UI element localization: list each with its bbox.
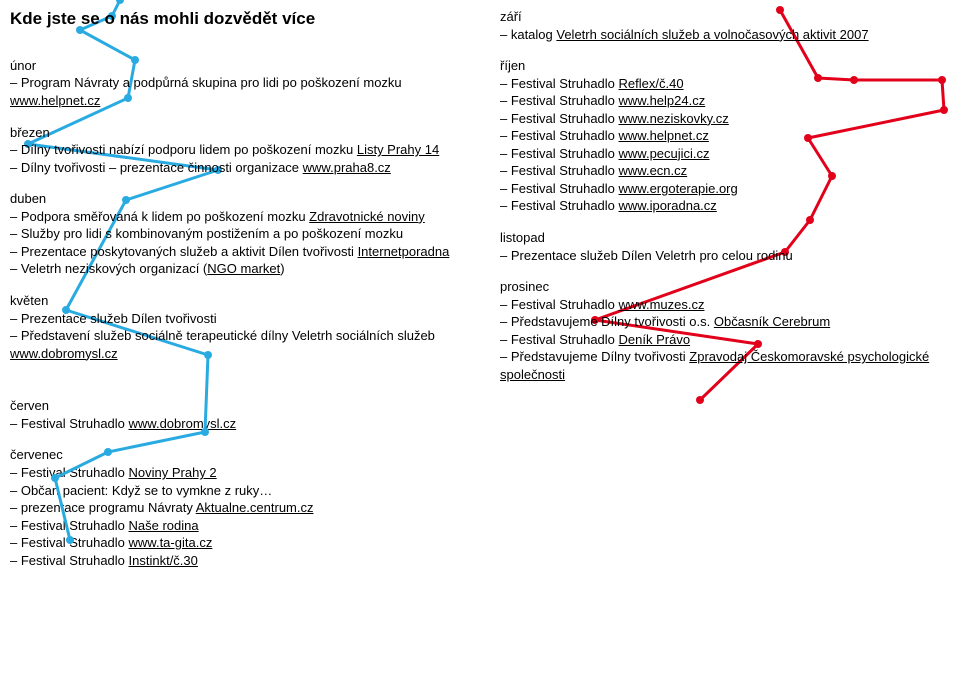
- entry: – Festival Struhadlo Reflex/č.40: [500, 75, 946, 93]
- entry: – Veletrh neziskových organizací (NGO ma…: [10, 260, 480, 278]
- source-rodina: Naše rodina: [129, 518, 199, 533]
- month-label: listopad: [500, 229, 946, 247]
- entry: – Festival Struhadlo Naše rodina: [10, 517, 946, 535]
- month-label: duben: [10, 190, 480, 208]
- month-brezen: březen – Dílny tvořivosti nabízí podporu…: [10, 124, 480, 177]
- left-column: Kde jste se o nás mohli dozvědět více ún…: [10, 8, 500, 397]
- source-internetporadna: Internetporadna: [358, 244, 450, 259]
- source-listy: Listy Prahy 14: [357, 142, 439, 157]
- right-column: září – katalog Veletrh sociálních služeb…: [500, 8, 946, 397]
- entry: – Představujeme Dílny tvořivosti Zpravod…: [500, 348, 946, 383]
- source-reflex: Reflex/č.40: [619, 76, 684, 91]
- link-tagita: www.ta-gita.cz: [129, 535, 213, 550]
- entry: – Festival Struhadlo Deník Právo: [500, 331, 946, 349]
- link-iporadna: www.iporadna.cz: [619, 198, 717, 213]
- entry: – Festival Struhadlo www.help24.cz: [500, 92, 946, 110]
- month-cervenec: červenec – Festival Struhadlo Noviny Pra…: [10, 446, 946, 569]
- link-dobromysl: www.dobromysl.cz: [129, 416, 237, 431]
- entry: – Festival Struhadlo www.pecujici.cz: [500, 145, 946, 163]
- link-ecn: www.ecn.cz: [619, 163, 688, 178]
- link-pecujici: www.pecujici.cz: [619, 146, 710, 161]
- source-cerebrum: Občasník Cerebrum: [714, 314, 830, 329]
- entry: – Festival Struhadlo www.ecn.cz: [500, 162, 946, 180]
- source-pravo: Deník Právo: [619, 332, 691, 347]
- month-rijen: říjen – Festival Struhadlo Reflex/č.40 –…: [500, 57, 946, 215]
- entry: – Představujeme Dílny tvořivosti o.s. Ob…: [500, 313, 946, 331]
- entry: – Festival Struhadlo www.muzes.cz: [500, 296, 946, 314]
- source-noviny: Zdravotnické noviny: [309, 209, 425, 224]
- page-title: Kde jste se o nás mohli dozvědět více: [10, 8, 480, 31]
- month-label: únor: [10, 57, 480, 75]
- link-help24: www.help24.cz: [619, 93, 706, 108]
- month-label: září: [500, 8, 946, 26]
- entry: – Festival Struhadlo www.ta-gita.cz: [10, 534, 946, 552]
- month-label: květen: [10, 292, 480, 310]
- month-label: říjen: [500, 57, 946, 75]
- link-neziskovky: www.neziskovky.cz: [619, 111, 729, 126]
- link-helpnet: www.helpnet.cz: [619, 128, 709, 143]
- link-muzes: www.muzes.cz: [619, 297, 705, 312]
- month-listopad: listopad – Prezentace služeb Dílen Velet…: [500, 229, 946, 264]
- entry: – Program Návraty a podpůrná skupina pro…: [10, 74, 480, 109]
- entry: – Festival Struhadlo www.ergoterapie.org: [500, 180, 946, 198]
- entry: – Dílny tvořivosti nabízí podporu lidem …: [10, 141, 480, 159]
- link-aktualne: Aktualne.centrum.cz: [196, 500, 314, 515]
- link-praha8: www.praha8.cz: [303, 160, 391, 175]
- source-ngo: NGO market: [207, 261, 280, 276]
- entry: – Prezentace poskytovaných služeb a akti…: [10, 243, 480, 261]
- entry: – Festival Struhadlo www.iporadna.cz: [500, 197, 946, 215]
- entry: – Festival Struhadlo www.neziskovky.cz: [500, 110, 946, 128]
- entry: – Festival Struhadlo Instinkt/č.30: [10, 552, 946, 570]
- link-helpnet: www.helpnet.cz: [10, 93, 100, 108]
- entry: – prezentace programu Návraty Aktualne.c…: [10, 499, 946, 517]
- month-prosinec: prosinec – Festival Struhadlo www.muzes.…: [500, 278, 946, 383]
- month-cerven: červen – Festival Struhadlo www.dobromys…: [10, 397, 946, 432]
- month-label: březen: [10, 124, 480, 142]
- entry: – Prezentace služeb Dílen tvořivosti: [10, 310, 480, 328]
- month-unor: únor – Program Návraty a podpůrná skupin…: [10, 57, 480, 110]
- source-noviny2: Noviny Prahy 2: [129, 465, 217, 480]
- entry: – Festival Struhadlo www.helpnet.cz: [500, 127, 946, 145]
- entry: – Podpora směřovaná k lidem po poškození…: [10, 208, 480, 226]
- month-label: červen: [10, 397, 946, 415]
- source-instinkt: Instinkt/č.30: [129, 553, 198, 568]
- source-veletrh: Veletrh sociálních služeb a volnočasovýc…: [556, 27, 868, 42]
- entry: – Dílny tvořivosti – prezentace činnosti…: [10, 159, 480, 177]
- month-label: prosinec: [500, 278, 946, 296]
- entry: – Festival Struhadlo www.dobromysl.cz: [10, 415, 946, 433]
- entry: – Představení služeb sociálně terapeutic…: [10, 327, 480, 362]
- entry: – Služby pro lidi s kombinovaným postiže…: [10, 225, 480, 243]
- month-label: červenec: [10, 446, 946, 464]
- entry: – Občan pacient: Když se to vymkne z ruk…: [10, 482, 946, 500]
- entry: – katalog Veletrh sociálních služeb a vo…: [500, 26, 946, 44]
- entry: – Festival Struhadlo Noviny Prahy 2: [10, 464, 946, 482]
- month-kveten: květen – Prezentace služeb Dílen tvořivo…: [10, 292, 480, 362]
- link-dobromysl: www.dobromysl.cz: [10, 346, 118, 361]
- month-zari: září – katalog Veletrh sociálních služeb…: [500, 8, 946, 43]
- bottom-column: červen – Festival Struhadlo www.dobromys…: [0, 397, 960, 569]
- month-duben: duben – Podpora směřovaná k lidem po poš…: [10, 190, 480, 278]
- link-ergoterapie: www.ergoterapie.org: [619, 181, 738, 196]
- entry: – Prezentace služeb Dílen Veletrh pro ce…: [500, 247, 946, 265]
